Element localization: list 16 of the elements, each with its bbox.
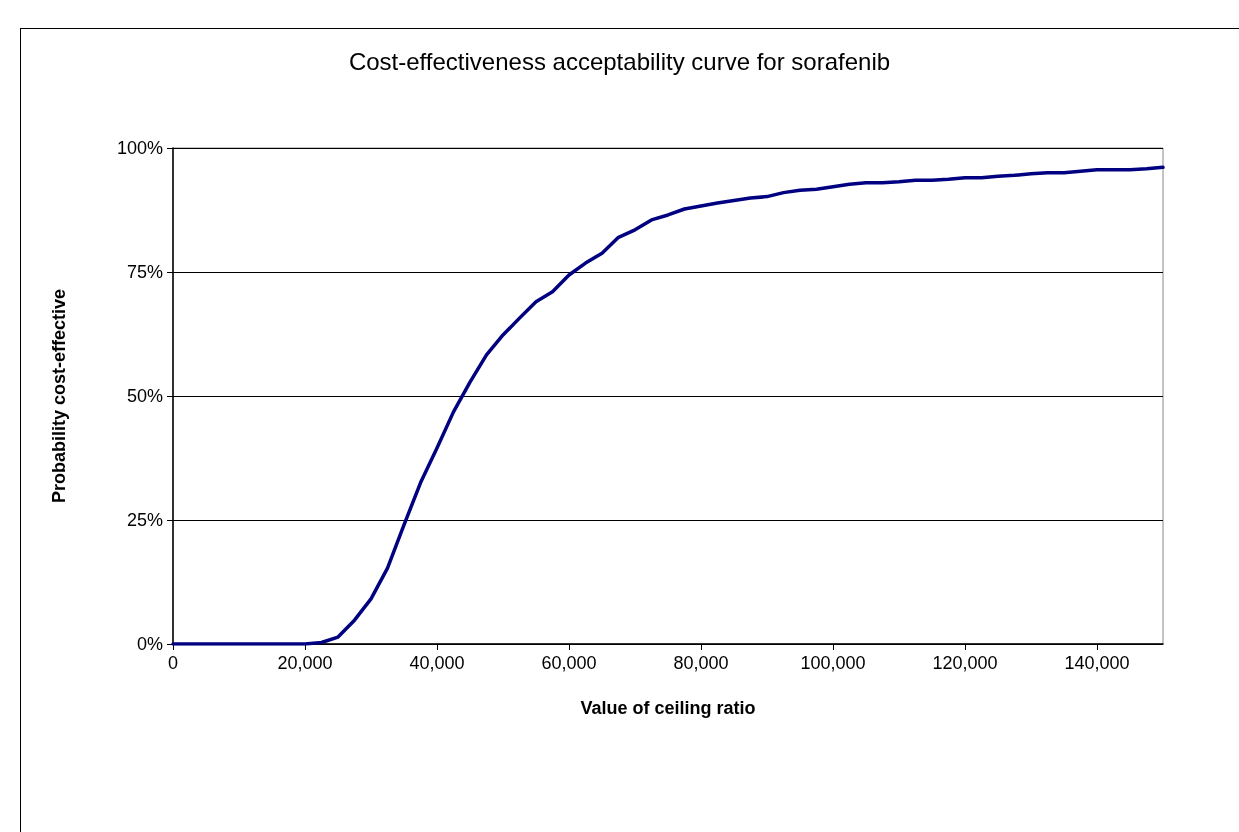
x-axis-title: Value of ceiling ratio xyxy=(580,698,756,718)
x-tick-label: 60,000 xyxy=(541,653,597,673)
x-tick-label: 40,000 xyxy=(409,653,465,673)
y-tick-label: 100% xyxy=(116,138,163,158)
y-axis-title: Probability cost-effective xyxy=(49,288,69,504)
y-tick-label: 50% xyxy=(126,386,163,406)
x-tick-label: 140,000 xyxy=(1064,653,1130,673)
x-tick-label: 0 xyxy=(167,653,179,673)
x-tick-label: 120,000 xyxy=(932,653,998,673)
x-tick-label: 100,000 xyxy=(800,653,866,673)
y-tick-label: 75% xyxy=(126,262,163,282)
y-tick-label: 0% xyxy=(136,634,163,654)
x-tick-label: 80,000 xyxy=(673,653,729,673)
chart-title: Cost-effectiveness acceptability curve for sorafenib xyxy=(348,47,891,75)
x-tick-label: 20,000 xyxy=(277,653,333,673)
y-tick-label: 25% xyxy=(126,510,163,530)
